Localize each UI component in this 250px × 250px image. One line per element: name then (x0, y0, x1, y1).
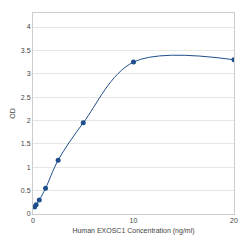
svg-text:0: 0 (27, 210, 31, 217)
svg-text:2.5: 2.5 (21, 94, 31, 101)
svg-text:4: 4 (27, 23, 31, 30)
svg-text:3.5: 3.5 (21, 47, 31, 54)
svg-text:1.5: 1.5 (21, 140, 31, 147)
svg-text:0.5: 0.5 (21, 187, 31, 194)
svg-text:2: 2 (27, 117, 31, 124)
svg-text:10: 10 (130, 217, 138, 224)
svg-text:0: 0 (31, 217, 35, 224)
svg-text:20: 20 (230, 217, 238, 224)
svg-text:Human EXOSC1 Concentration (ng: Human EXOSC1 Concentration (ng/ml) (72, 227, 194, 235)
svg-text:OD: OD (9, 108, 16, 119)
svg-text:3: 3 (27, 70, 31, 77)
svg-text:1: 1 (27, 164, 31, 171)
